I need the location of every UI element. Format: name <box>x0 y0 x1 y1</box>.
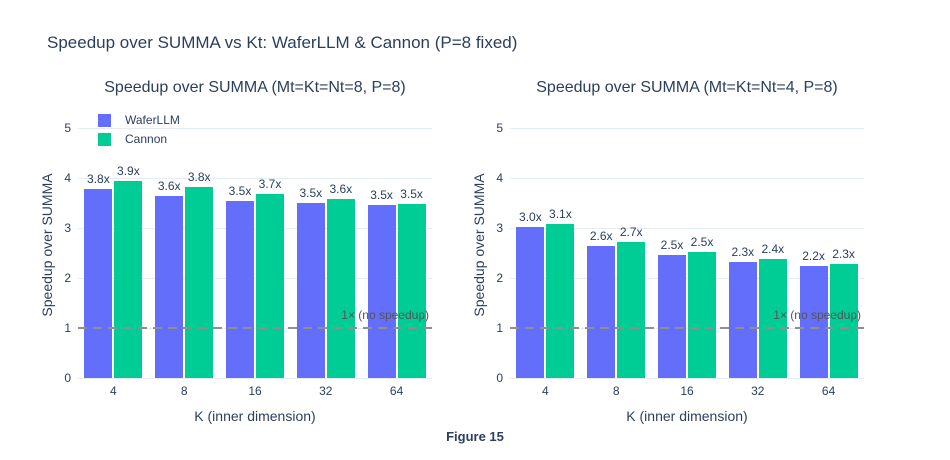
legend-label-cannon: Cannon <box>125 132 168 146</box>
bar-waferllm-k16[interactable] <box>226 201 254 378</box>
bar-cannon-k16[interactable] <box>688 252 716 378</box>
legend: WaferLLM Cannon <box>98 113 180 146</box>
bar-cannon-k4[interactable] <box>546 224 575 378</box>
legend-item-cannon[interactable]: Cannon <box>98 132 180 146</box>
bar-value-label: 2.2x <box>802 249 825 263</box>
x-axis-title-left: K (inner dimension) <box>194 408 316 424</box>
bar-value-label: 2.5x <box>690 235 714 249</box>
x-tick-label: 16 <box>248 384 262 398</box>
x-tick-label: 16 <box>680 384 694 398</box>
x-tick-label: 4 <box>110 384 117 398</box>
bar-value-label: 3.8x <box>87 172 110 186</box>
y-gridline <box>510 128 864 129</box>
bar-value-label: 3.8x <box>187 170 211 184</box>
y-tick-label: 0 <box>496 371 503 385</box>
bar-waferllm-k32[interactable] <box>296 203 325 378</box>
bar-waferllm-k32[interactable] <box>728 262 757 378</box>
y-gridline <box>78 178 432 179</box>
bar-value-label: 2.6x <box>589 229 613 243</box>
y-gridline <box>78 228 432 229</box>
y-tick-label: 2 <box>496 271 503 285</box>
y-tick-label: 3 <box>496 221 503 235</box>
bar-cannon-k32[interactable] <box>326 199 355 378</box>
bar-value-label: 2.3x <box>832 247 855 261</box>
bar-value-label: 3.5x <box>299 186 323 200</box>
x-tick-label: 64 <box>821 384 836 398</box>
y-tick-label: 3 <box>64 221 71 235</box>
legend-label-waferllm: WaferLLM <box>125 113 180 127</box>
x-tick-label: 8 <box>180 384 188 398</box>
y-axis-title-right: Speedup over SUMMA <box>471 173 487 317</box>
y-tick-label: 2 <box>64 271 71 285</box>
x-axis-line <box>78 378 432 379</box>
bar-waferllm-k8[interactable] <box>587 246 616 378</box>
bar-value-label: 2.4x <box>761 242 785 256</box>
bar-waferllm-k4[interactable] <box>516 227 545 378</box>
legend-swatch-cannon <box>98 132 111 146</box>
bar-cannon-k64[interactable] <box>829 264 858 378</box>
y-tick-label: 1 <box>64 321 71 335</box>
legend-swatch-waferllm <box>98 113 111 127</box>
y-gridline <box>78 278 432 279</box>
y-gridline <box>78 128 432 129</box>
x-tick-label: 8 <box>612 384 620 398</box>
bar-cannon-k8[interactable] <box>185 187 214 378</box>
plot-area-left: Speedup over SUMMA 1× (no speedup) Wafer… <box>39 112 432 398</box>
reference-line-annotation-right: 1× (no speedup) <box>773 308 861 322</box>
bar-value-label: 2.3x <box>731 245 755 259</box>
legend-item-waferllm[interactable]: WaferLLM <box>98 113 180 127</box>
bar-waferllm-k4[interactable] <box>84 189 113 378</box>
x-tick-label: 4 <box>542 384 549 398</box>
x-axis-title-right: K (inner dimension) <box>626 408 748 424</box>
subplot-left-title: Speedup over SUMMA (Mt=Kt=Nt=8, P=8) <box>104 79 406 96</box>
y-gridline <box>510 178 864 179</box>
reference-line-left <box>78 327 432 329</box>
subplot-left: Speedup over SUMMA (Mt=Kt=Nt=8, P=8) Spe… <box>39 79 432 424</box>
x-axis-line <box>510 378 864 379</box>
bar-value-label: 3.5x <box>228 184 252 198</box>
bar-waferllm-k64[interactable] <box>367 205 396 378</box>
plot-area-right: Speedup over SUMMA 1× (no speedup) 0 1 2 3 4… <box>471 112 864 398</box>
subplot-right: Speedup over SUMMA (Mt=Kt=Nt=4, P=8) Spe… <box>471 0 950 460</box>
y-tick-label: 5 <box>496 121 503 135</box>
y-tick-label: 5 <box>64 121 71 135</box>
reference-line-annotation-left: 1× (no speedup) <box>341 308 429 322</box>
bar-cannon-k16[interactable] <box>256 194 284 378</box>
bar-waferllm-k64[interactable] <box>799 266 828 378</box>
y-tick-label: 4 <box>64 171 71 185</box>
y-tick-label: 0 <box>64 371 71 385</box>
bar-value-label: 3.1x <box>549 207 572 221</box>
figure-title: Speedup over SUMMA vs Kt: WaferLLM & Can… <box>47 33 518 52</box>
bar-waferllm-k8[interactable] <box>155 196 184 378</box>
y-gridline <box>510 278 864 279</box>
y-gridline <box>510 228 864 229</box>
bar-cannon-k8[interactable] <box>617 242 646 378</box>
bar-value-label: 3.7x <box>258 177 282 191</box>
bar-value-label: 3.6x <box>329 182 353 196</box>
bar-cannon-k32[interactable] <box>758 259 787 378</box>
bar-value-label: 3.5x <box>370 188 393 202</box>
bar-waferllm-k16[interactable] <box>658 255 686 378</box>
bar-value-label: 2.7x <box>619 225 643 239</box>
bar-value-label: 3.0x <box>519 210 542 224</box>
bar-value-label: 3.5x <box>400 187 423 201</box>
bar-value-label: 3.6x <box>157 179 181 193</box>
x-tick-label: 64 <box>389 384 404 398</box>
y-axis-title-left: Speedup over SUMMA <box>39 173 55 317</box>
bar-value-label: 2.5x <box>660 238 684 252</box>
y-tick-label: 4 <box>496 171 503 185</box>
figure-caption: Figure 15 <box>446 429 504 444</box>
x-tick-label: 32 <box>319 384 333 398</box>
x-tick-label: 32 <box>751 384 765 398</box>
bar-cannon-k4[interactable] <box>114 181 143 378</box>
bar-value-label: 3.9x <box>117 164 140 178</box>
y-tick-label: 1 <box>496 321 503 335</box>
bar-cannon-k64[interactable] <box>397 204 426 378</box>
subplot-right-title: Speedup over SUMMA (Mt=Kt=Nt=4, P=8) <box>536 79 838 96</box>
reference-line-right <box>510 327 864 329</box>
